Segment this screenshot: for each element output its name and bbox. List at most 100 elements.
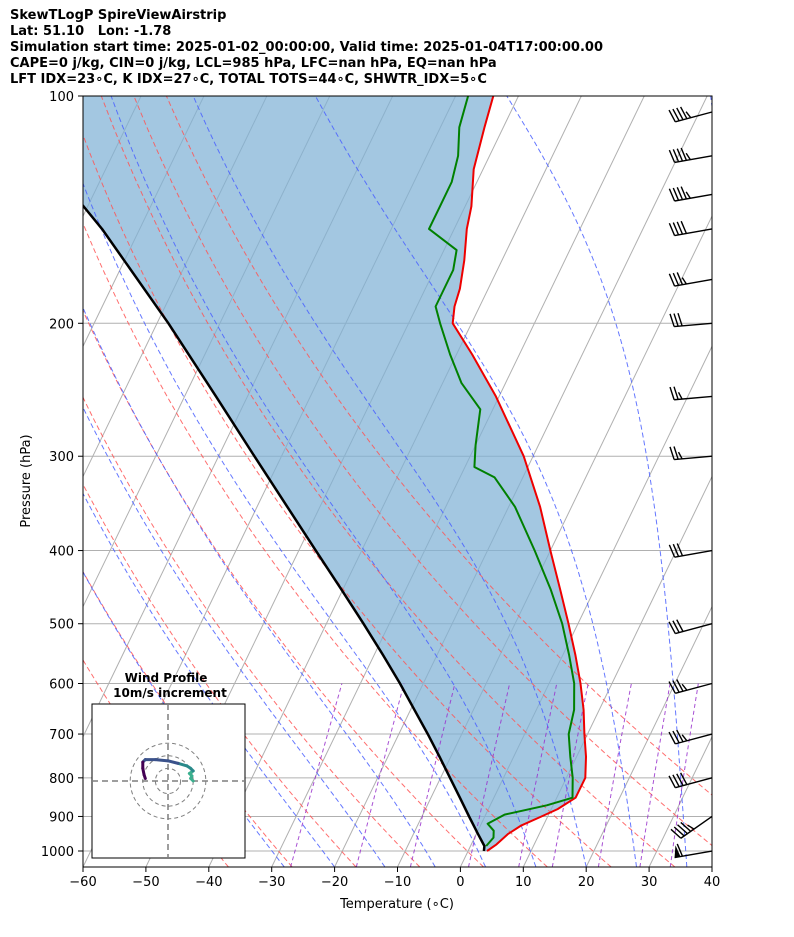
- wind-barb: [668, 543, 713, 558]
- y-tick-label: 900: [49, 810, 74, 825]
- wind-barb-feather: [676, 543, 684, 557]
- wind-barb-feather: [676, 187, 684, 200]
- wind-barb-feather: [680, 147, 688, 161]
- wind-barb: [674, 843, 713, 859]
- mixing-ratio-line: [290, 683, 343, 867]
- wind-barb-feather: [670, 828, 682, 839]
- isotherm-20: [585, 605, 712, 867]
- temperature-line: [451, 96, 587, 852]
- isotherm--120: [0, 96, 78, 867]
- inset-subtitle: 10m/s increment: [113, 686, 227, 700]
- dry-adiabat: [165, 96, 712, 796]
- y-tick-label: 400: [49, 545, 74, 560]
- wind-barb-feather: [685, 111, 692, 119]
- wind-barb: [668, 106, 713, 123]
- location-line: Lat: 51.10 Lon: -1.78: [10, 24, 172, 39]
- dry-adiabat: [100, 96, 676, 867]
- y-tick-label: 800: [49, 772, 74, 787]
- wind-barb-feather: [668, 109, 676, 123]
- indices-line-1: CAPE=0 j/kg, CIN=0 j/kg, LCL=985 hPa, LF…: [10, 56, 497, 71]
- x-tick-label: −20: [321, 875, 348, 890]
- wind-barb-feather: [677, 312, 683, 327]
- wind-barb-feather: [676, 148, 684, 162]
- wind-barb: [669, 386, 713, 401]
- wind-barb-feather: [676, 107, 684, 121]
- wind-barb: [668, 220, 713, 237]
- wind-barb-feather: [676, 619, 684, 632]
- wind-barb-feather: [668, 681, 676, 694]
- x-tick-label: −10: [384, 875, 411, 890]
- wind-barb-feather: [672, 774, 680, 787]
- dry-adiabat: [133, 96, 712, 847]
- wind-profile-inset: Wind Profile 10m/s increment: [91, 671, 246, 859]
- wind-barb-feather: [687, 824, 695, 830]
- wind-barb-feather: [677, 451, 683, 460]
- x-tick-label: −50: [132, 875, 159, 890]
- wind-barb-feather: [672, 730, 680, 744]
- hodograph-segment: [176, 761, 189, 768]
- time-line: Simulation start time: 2025-01-02_00:00:…: [10, 40, 603, 55]
- moist-adiabat: [110, 96, 537, 867]
- wind-barb: [668, 186, 713, 202]
- wind-barb: [668, 147, 713, 164]
- x-tick-label: −60: [69, 875, 96, 890]
- wind-barb: [668, 619, 713, 635]
- wind-barb: [669, 446, 713, 461]
- wind-barb-feather: [681, 734, 688, 742]
- wind-barb-feather: [669, 386, 675, 400]
- wind-barb-feather: [673, 826, 685, 837]
- wind-barb-feather: [680, 772, 688, 785]
- wind-barb-shaft: [674, 193, 713, 202]
- y-tick-label: 600: [49, 678, 74, 693]
- wind-barb-feather: [677, 392, 683, 400]
- moist-adiabat: [83, 406, 386, 867]
- wind-barb-shaft: [674, 549, 713, 558]
- x-tick-label: 40: [704, 875, 721, 890]
- dry-adiabat: [83, 309, 484, 867]
- cape-cin-shading: [83, 96, 586, 851]
- dewpoint-line: [428, 96, 576, 847]
- wind-barbs: [668, 106, 713, 859]
- moist-adiabat: [192, 96, 587, 867]
- wind-barb-feather: [668, 544, 676, 558]
- wind-barb-feather: [669, 313, 675, 327]
- mixing-ratio-line: [468, 683, 511, 867]
- wind-barb-feather: [676, 272, 684, 285]
- wind-barb-feather: [676, 729, 684, 743]
- wind-barb-feather: [681, 683, 688, 691]
- wind-barb-feather: [680, 220, 688, 234]
- wind-barb-shaft: [674, 322, 713, 328]
- isotherm-30: [648, 735, 712, 867]
- moist-adiabat: [83, 492, 335, 867]
- wind-barb-shaft: [674, 155, 713, 164]
- wind-barb-shaft: [675, 623, 713, 635]
- moist-adiabat: [83, 306, 436, 867]
- wind-barb-shaft: [674, 228, 713, 237]
- x-tick-label: 10: [515, 875, 532, 890]
- mixing-ratio-line: [551, 683, 589, 867]
- x-tick-label: −30: [258, 875, 285, 890]
- wind-barb: [669, 312, 713, 328]
- wind-barb-feather: [668, 149, 676, 163]
- wind-barb-feather: [685, 152, 691, 160]
- wind-barb: [668, 679, 713, 695]
- wind-barb-feather: [668, 273, 676, 287]
- x-axis-label: Temperature (∘C): [339, 897, 454, 912]
- mixing-ratio-line: [639, 683, 671, 867]
- wind-barb-feather: [680, 186, 688, 200]
- wind-barb-feather: [681, 277, 687, 285]
- wind-barb-feather: [672, 187, 680, 201]
- axes: −60 −50 −40 −30 −20 −10 0 10 20 30 40 100 200 300 400 5…: [41, 90, 720, 890]
- chart-title-block: SkewTLogP SpireViewAirstrip Lat: 51.10 L…: [10, 8, 780, 88]
- x-tick-label: −40: [195, 875, 222, 890]
- hodograph-segment: [153, 758, 170, 763]
- hodograph-segment: [166, 759, 180, 765]
- wind-barb: [668, 272, 713, 287]
- moist-adiabat: [83, 182, 487, 867]
- wind-barb-shaft: [680, 815, 713, 839]
- wind-barb: [668, 772, 713, 789]
- wind-barb-shaft: [674, 278, 713, 287]
- wind-barb-shaft: [674, 455, 713, 461]
- wind-barb-feather: [672, 620, 680, 633]
